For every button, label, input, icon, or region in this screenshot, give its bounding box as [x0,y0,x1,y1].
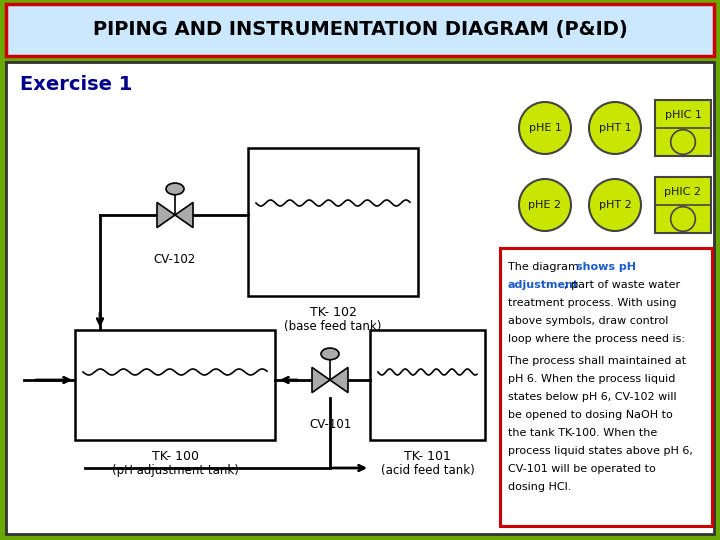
Bar [655,177,711,233]
Text: the tank TK-100. When the: the tank TK-100. When the [508,428,657,438]
Bar [6,62,714,534]
Text: TK- 101: TK- 101 [404,450,451,463]
Text: adjustment: adjustment [508,280,579,290]
Text: PIPING AND INSTRUMENTATION DIAGRAM (P&ID): PIPING AND INSTRUMENTATION DIAGRAM (P&ID… [93,21,627,39]
Polygon shape [330,367,348,393]
Text: pHIC 2: pHIC 2 [665,187,701,197]
Text: TK- 100: TK- 100 [151,450,199,463]
Text: ; part of waste water: ; part of waste water [564,280,680,290]
Bar [248,148,418,296]
Text: TK- 102: TK- 102 [310,306,356,319]
Polygon shape [312,367,330,393]
Circle shape [519,102,571,154]
Circle shape [671,207,696,231]
Text: process liquid states above pH 6,: process liquid states above pH 6, [508,446,693,456]
Circle shape [671,130,696,154]
Text: loop where the process need is:: loop where the process need is: [508,334,685,344]
Polygon shape [157,202,175,227]
Text: above symbols, draw control: above symbols, draw control [508,316,668,326]
Text: CV-102: CV-102 [154,253,196,266]
Text: (base feed tank): (base feed tank) [284,320,382,333]
Text: pH 6. When the process liquid: pH 6. When the process liquid [508,374,675,384]
Text: pHIC 1: pHIC 1 [665,110,701,120]
Circle shape [519,179,571,231]
Bar [6,4,714,56]
Text: pHT 1: pHT 1 [599,123,631,133]
Text: Exercise 1: Exercise 1 [20,75,132,93]
Text: pHT 2: pHT 2 [598,200,631,210]
Text: The process shall maintained at: The process shall maintained at [508,356,686,366]
Text: (acid feed tank): (acid feed tank) [381,464,474,477]
Bar [500,248,712,526]
Circle shape [589,102,641,154]
Polygon shape [175,202,193,227]
Circle shape [589,179,641,231]
Text: pHE 1: pHE 1 [528,123,562,133]
Text: The diagram: The diagram [508,262,582,272]
Text: pHE 2: pHE 2 [528,200,562,210]
Text: dosing HCl.: dosing HCl. [508,482,572,492]
Text: states below pH 6, CV-102 will: states below pH 6, CV-102 will [508,392,677,402]
Text: shows pH: shows pH [576,262,636,272]
Ellipse shape [321,348,339,360]
Text: treatment process. With using: treatment process. With using [508,298,677,308]
Text: be opened to dosing NaOH to: be opened to dosing NaOH to [508,410,672,420]
Text: CV-101: CV-101 [309,418,351,431]
Bar [655,100,711,156]
Text: (pH adjustment tank): (pH adjustment tank) [112,464,238,477]
Bar [75,330,275,440]
Ellipse shape [166,183,184,195]
Text: CV-101 will be operated to: CV-101 will be operated to [508,464,656,474]
Bar [370,330,485,440]
